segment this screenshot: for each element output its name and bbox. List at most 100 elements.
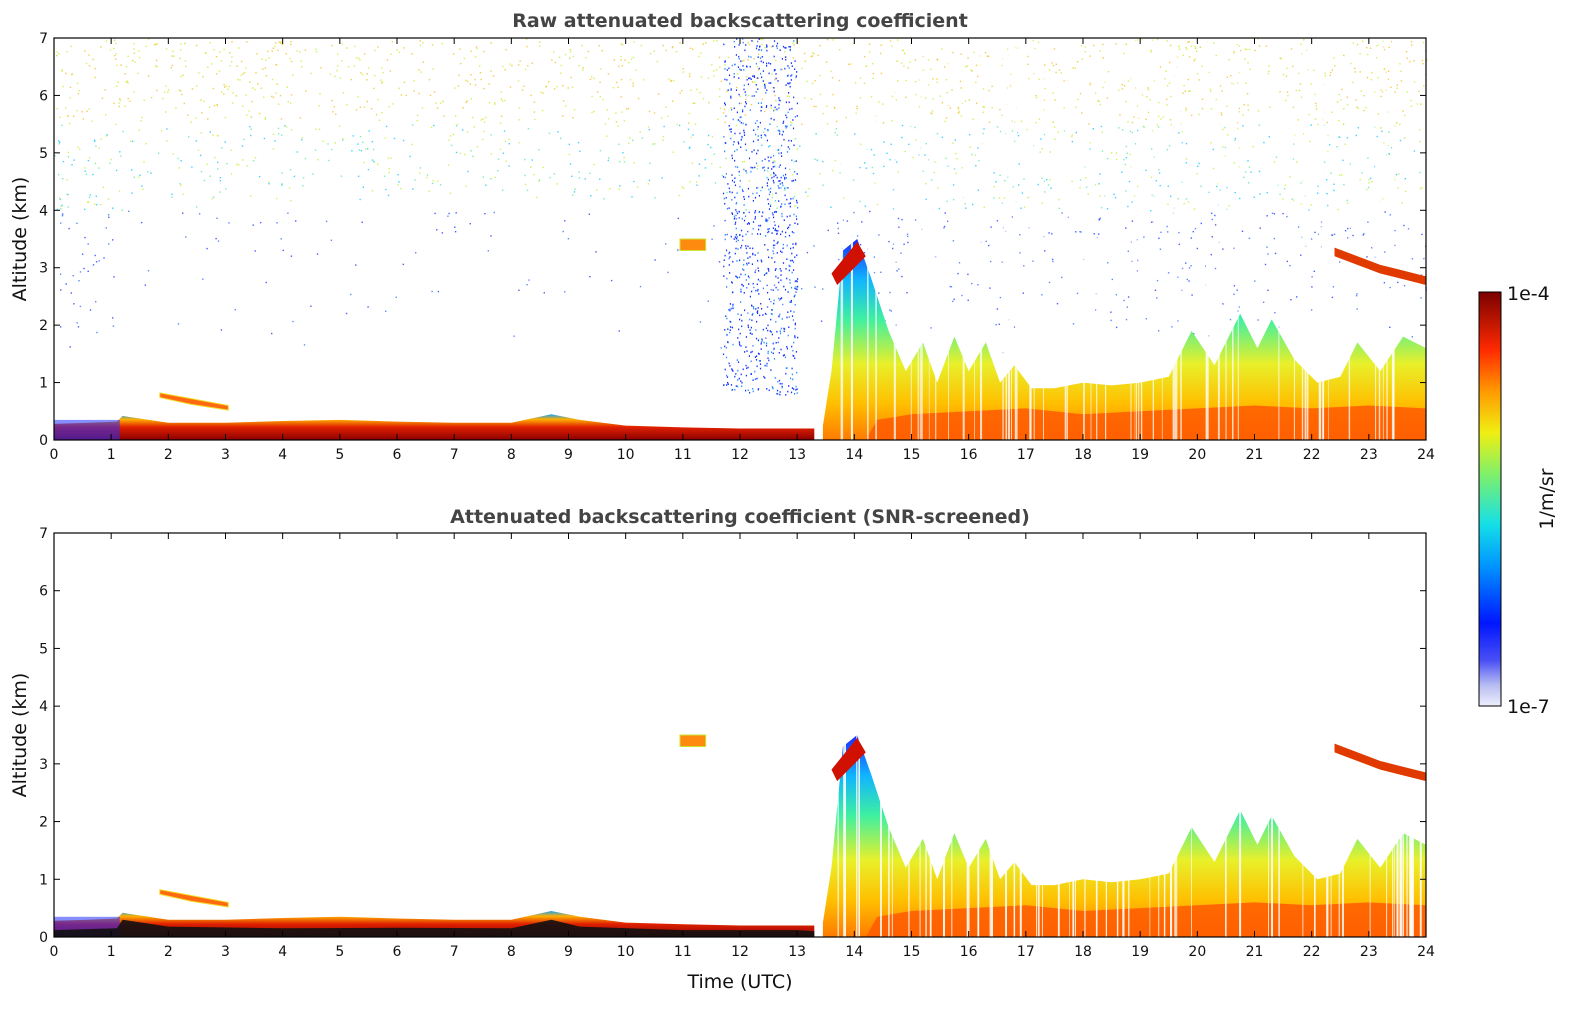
elevated-layer-evening xyxy=(1334,743,1426,782)
x-tick-label: 11 xyxy=(674,944,692,960)
elevated-layer-11h xyxy=(679,734,707,748)
x-tick-label: 22 xyxy=(1303,447,1321,463)
x-axis-ticks: 0 1 2 3 4 5 6 7 8 9 10 11 12 13 14 15 16 17 18 19 20 21 22 23 24 xyxy=(50,38,1435,463)
x-tick-label: 10 xyxy=(617,944,635,960)
panel-title: Raw attenuated backscattering coefficien… xyxy=(512,10,968,32)
x-axis-ticks: 0 1 2 3 4 5 6 7 8 9 10 11 12 13 14 15 16 17 18 19 20 21 22 23 24 xyxy=(50,533,1435,960)
saturated-ground xyxy=(54,919,815,937)
x-tick-label: 9 xyxy=(564,447,573,463)
boundary-layer xyxy=(822,239,1426,440)
x-tick-label: 8 xyxy=(507,447,516,463)
x-tick-label: 13 xyxy=(788,447,806,463)
x-tick-label: 7 xyxy=(450,944,459,960)
heatmap-area xyxy=(54,38,1428,440)
x-tick-label: 20 xyxy=(1188,447,1206,463)
x-tick-label: 23 xyxy=(1360,447,1378,463)
x-tick-label: 13 xyxy=(788,944,806,960)
colorbar-unit-label: 1/m/sr xyxy=(1536,468,1558,529)
x-tick-label: 12 xyxy=(731,944,749,960)
colorbar-gradient xyxy=(1478,291,1502,707)
x-tick-label: 0 xyxy=(50,944,59,960)
x-tick-label: 24 xyxy=(1417,447,1435,463)
y-axis-label: Altitude (km) xyxy=(9,177,31,302)
elevated-layer-14h xyxy=(831,737,866,782)
x-tick-label: 6 xyxy=(393,447,402,463)
y-tick-label: 3 xyxy=(39,757,48,773)
y-tick-label: 4 xyxy=(39,203,48,219)
y-tick-label: 7 xyxy=(39,526,48,542)
y-axis-ticks: 0 1 2 3 4 5 6 7 xyxy=(39,526,1426,946)
y-tick-label: 4 xyxy=(39,699,48,715)
x-tick-label: 17 xyxy=(1017,447,1035,463)
x-tick-label: 12 xyxy=(731,447,749,463)
x-tick-label: 24 xyxy=(1417,944,1435,960)
x-tick-label: 2 xyxy=(164,447,173,463)
raw-backscatter-panel: Raw attenuated backscattering coefficien… xyxy=(9,10,1435,463)
x-tick-label: 14 xyxy=(845,447,863,463)
snr-screened-panel: Attenuated backscattering coefficient (S… xyxy=(9,506,1435,993)
heatmap-area xyxy=(54,533,1426,937)
x-tick-label: 16 xyxy=(960,447,978,463)
colorbar-max-label: 1e-4 xyxy=(1507,283,1550,305)
y-tick-label: 3 xyxy=(39,261,48,277)
x-tick-label: 11 xyxy=(674,447,692,463)
early-haze xyxy=(54,419,120,440)
y-tick-label: 1 xyxy=(39,376,48,392)
x-tick-label: 17 xyxy=(1017,944,1035,960)
colorbar-min-label: 1e-7 xyxy=(1507,696,1550,718)
x-tick-label: 22 xyxy=(1303,944,1321,960)
y-tick-label: 6 xyxy=(39,584,48,600)
data-gaps xyxy=(840,38,1395,440)
x-tick-label: 5 xyxy=(335,944,344,960)
x-tick-label: 19 xyxy=(1131,447,1149,463)
x-tick-label: 1 xyxy=(107,447,116,463)
x-tick-label: 21 xyxy=(1246,447,1264,463)
x-tick-label: 5 xyxy=(335,447,344,463)
x-tick-label: 1 xyxy=(107,944,116,960)
x-tick-label: 4 xyxy=(278,447,287,463)
elevated-layer-morning xyxy=(159,889,229,908)
x-tick-label: 7 xyxy=(450,447,459,463)
colorbar: 1e-4 1e-7 1/m/sr xyxy=(1478,283,1558,718)
x-tick-label: 10 xyxy=(617,447,635,463)
x-tick-label: 20 xyxy=(1188,944,1206,960)
y-axis-ticks: 0 1 2 3 4 5 6 7 xyxy=(39,31,1426,449)
elevated-layer-evening xyxy=(1334,247,1426,285)
y-tick-label: 5 xyxy=(39,641,48,657)
x-tick-label: 23 xyxy=(1360,944,1378,960)
boundary-layer xyxy=(822,735,1426,937)
elevated-layer-morning xyxy=(159,392,229,411)
x-tick-label: 18 xyxy=(1074,447,1092,463)
y-tick-label: 7 xyxy=(39,31,48,47)
y-tick-label: 0 xyxy=(39,433,48,449)
data-gaps xyxy=(837,533,1422,937)
x-tick-label: 2 xyxy=(164,944,173,960)
x-tick-label: 15 xyxy=(903,944,921,960)
x-tick-label: 0 xyxy=(50,447,59,463)
y-tick-label: 1 xyxy=(39,872,48,888)
y-tick-label: 0 xyxy=(39,930,48,946)
x-tick-label: 14 xyxy=(845,944,863,960)
x-tick-label: 9 xyxy=(564,944,573,960)
elevated-layer-14h xyxy=(831,241,866,285)
x-tick-label: 6 xyxy=(393,944,402,960)
y-tick-label: 5 xyxy=(39,146,48,162)
x-tick-label: 21 xyxy=(1246,944,1264,960)
y-tick-label: 2 xyxy=(39,318,48,334)
elevated-layer-11h xyxy=(679,238,707,251)
noise-speckle xyxy=(54,38,1428,354)
surface-layer xyxy=(54,414,815,440)
x-tick-label: 18 xyxy=(1074,944,1092,960)
x-tick-label: 3 xyxy=(221,944,230,960)
x-axis-label: Time (UTC) xyxy=(686,971,792,993)
x-tick-label: 15 xyxy=(903,447,921,463)
y-tick-label: 2 xyxy=(39,815,48,831)
x-tick-label: 16 xyxy=(960,944,978,960)
x-tick-label: 8 xyxy=(507,944,516,960)
x-tick-label: 3 xyxy=(221,447,230,463)
x-tick-label: 4 xyxy=(278,944,287,960)
panel-title: Attenuated backscattering coefficient (S… xyxy=(450,506,1030,528)
x-tick-label: 19 xyxy=(1131,944,1149,960)
noisy-columns xyxy=(722,38,799,396)
